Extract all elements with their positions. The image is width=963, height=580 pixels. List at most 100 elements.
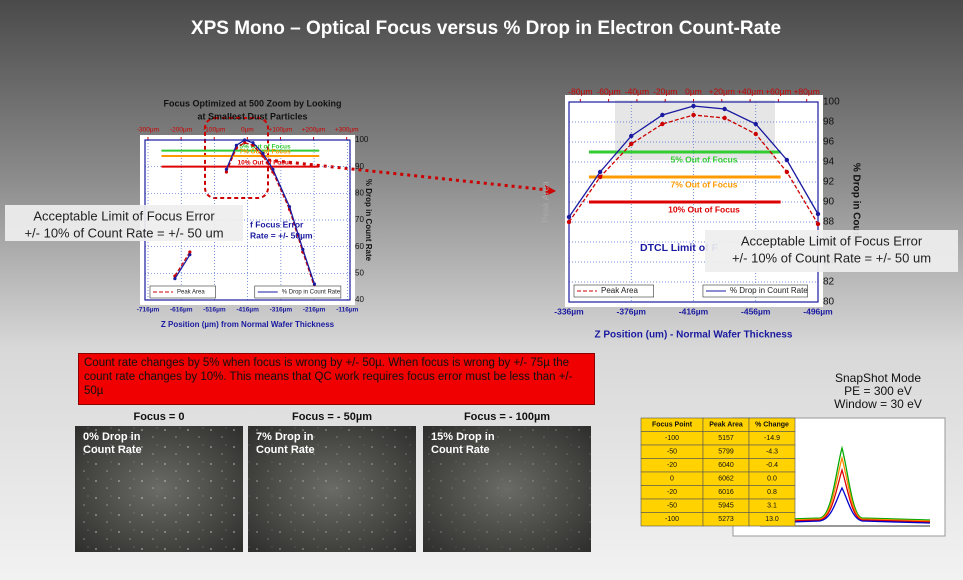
data-point <box>566 214 572 220</box>
table-text: 6040 <box>718 462 734 469</box>
y-tick-label: 40 <box>355 295 364 304</box>
photo-caption: Focus = - 100µm <box>464 411 550 423</box>
arrow-head <box>545 185 556 196</box>
photo-overlay: 15% Drop in <box>431 431 495 443</box>
data-point <box>261 151 265 155</box>
data-point <box>753 121 758 127</box>
y-tick-label: 94 <box>823 157 835 168</box>
x2-tick-label: -300µm <box>137 127 159 134</box>
callout-text: Acceptable Limit of Focus Error <box>741 233 923 248</box>
data-point <box>251 141 255 145</box>
table-text: -100 <box>665 435 679 442</box>
x2-tick-label: +300µm <box>335 127 359 134</box>
x-tick-label: -616µm <box>170 307 193 314</box>
table-text: -14.9 <box>764 435 780 442</box>
y-tick-label: 60 <box>355 242 364 251</box>
table-cell <box>748 512 796 527</box>
data-point <box>243 141 247 145</box>
x2-tick-label: -100µm <box>203 127 225 134</box>
data-point <box>815 211 821 217</box>
photo-texture <box>423 426 591 552</box>
table-text: 3.1 <box>767 503 777 510</box>
x-tick-label: -416µm <box>236 307 259 314</box>
reference-label: 5% Out of Focus <box>239 143 291 150</box>
legend-label: Peak Area <box>177 290 205 296</box>
data-point <box>301 247 305 251</box>
photo-caption: Focus = 0 <box>133 411 184 423</box>
legend-label: Peak Area <box>601 286 638 295</box>
data-point <box>287 205 292 209</box>
data-point <box>597 169 603 175</box>
x-tick-label: -316µm <box>270 307 293 314</box>
table-text: 5157 <box>718 435 734 442</box>
x2-tick-label: -200µm <box>170 127 192 134</box>
chart-title: Focus Optimized at 500 Zoom by Looking <box>163 98 341 108</box>
annotation: Rate = +/- 50µm <box>250 230 313 240</box>
x-axis-label: Z Position (µm) from Normal Wafer Thickn… <box>161 320 335 329</box>
y-tick-label: 100 <box>355 135 369 144</box>
table-text: Focus Point <box>652 422 693 429</box>
table-text: -50 <box>667 503 677 510</box>
data-point <box>188 250 192 254</box>
y-tick-label: 82 <box>823 277 835 288</box>
table-text: -50 <box>667 449 677 456</box>
data-point <box>173 277 177 281</box>
x2-tick-label: +60µm <box>765 86 791 96</box>
x2-tick-label: +20µm <box>709 86 735 96</box>
table-text: 5273 <box>718 516 734 523</box>
photo-texture <box>75 426 243 552</box>
reference-label: 10% Out of Focus <box>238 159 293 166</box>
data-point <box>271 167 275 171</box>
callout-box <box>5 205 243 241</box>
x-tick-label: -456µm <box>741 306 771 316</box>
data-point <box>629 133 634 139</box>
photo-overlay: Count Rate <box>83 444 142 456</box>
data-point <box>224 170 229 174</box>
table-text: 5799 <box>718 449 734 456</box>
data-point <box>784 157 790 163</box>
x2-tick-label: +40µm <box>737 86 763 96</box>
annotation: DTCL Limit of F <box>640 242 719 254</box>
x2-tick-label: +100µm <box>269 127 293 134</box>
x-tick-label: -716µm <box>137 307 160 314</box>
data-point <box>691 103 696 109</box>
highlight <box>204 117 269 199</box>
data-point <box>691 112 696 118</box>
y-axis-label: % Drop in Count Rate <box>364 179 373 262</box>
x2-tick-label: 0µm <box>241 127 254 134</box>
x-axis-label: Z Position (um) - Normal Wafer Thickness <box>595 330 793 341</box>
table-text: Peak Area <box>709 422 743 429</box>
series-line <box>174 141 316 287</box>
data-point <box>784 169 790 175</box>
x2-tick-label: -40µm <box>625 86 649 96</box>
chart-title: at Smallest Dust Particles <box>197 111 307 121</box>
reference-label: 5% Out of Focus <box>670 154 737 164</box>
x-tick-label: -376µm <box>617 306 647 316</box>
table-text: 0.0 <box>767 476 777 483</box>
legend-box <box>149 285 216 299</box>
plot-frame <box>568 101 819 303</box>
table-text: -0.4 <box>766 462 778 469</box>
x-tick-label: -336µm <box>554 306 584 316</box>
x-tick-label: -496µm <box>803 306 833 316</box>
data-point <box>660 112 665 118</box>
data-point <box>243 138 247 142</box>
legend-box <box>573 284 654 298</box>
table-text: 0 <box>670 476 674 483</box>
table-text: 6016 <box>718 489 734 496</box>
reference-label: 10% Out of Focus <box>668 204 740 214</box>
y-left-label: Peak Area <box>540 181 550 223</box>
data-point <box>753 131 758 137</box>
annotation: f Focus Error <box>250 219 304 229</box>
table-text: -20 <box>667 489 677 496</box>
y-tick-label: 100 <box>823 97 840 108</box>
x-tick-label: -416µm <box>679 306 709 316</box>
y-axis-label: % Drop in Count <box>850 163 861 242</box>
legend-label: % Drop in Count Rate <box>282 290 341 296</box>
x2-tick-label: +80µm <box>793 86 819 96</box>
x-tick-label: -516µm <box>203 307 226 314</box>
y-tick-label: 98 <box>823 117 835 128</box>
photo-overlay: Count Rate <box>256 444 315 456</box>
y-tick-label: 92 <box>823 177 835 188</box>
